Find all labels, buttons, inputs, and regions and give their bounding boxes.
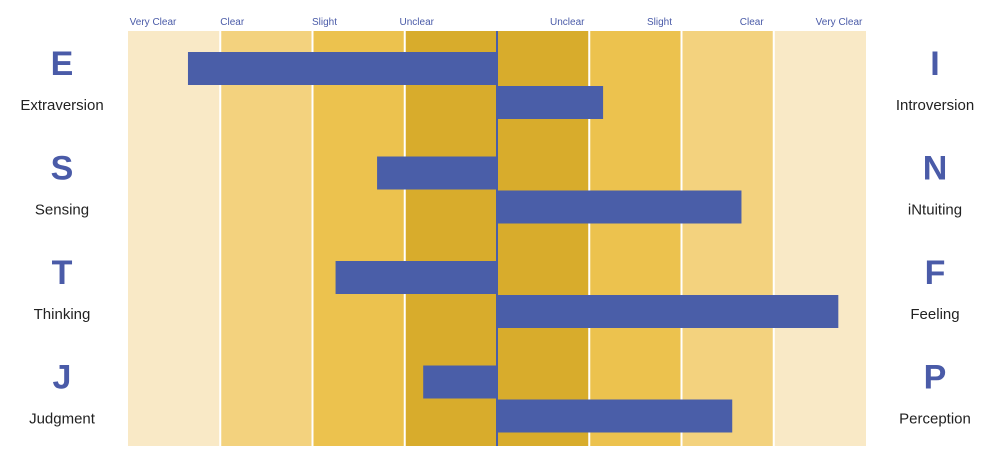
label-introversion: Introversion	[896, 97, 974, 114]
bar-judgment	[423, 365, 497, 399]
dichotomy-labels: E Extraversion I Introversion S Sensing NiNtui…	[20, 45, 974, 428]
right-tick-label: Slight	[647, 17, 672, 28]
label-sensing: Sensing	[35, 202, 89, 219]
left-tick-label: Very Clear	[130, 17, 177, 28]
right-tick-label: Unclear	[550, 17, 585, 28]
clarity-band-1	[128, 31, 221, 446]
label-perception: Perception	[899, 411, 971, 428]
bar-feeling	[497, 295, 839, 328]
label-thinking: Thinking	[34, 306, 91, 323]
clarity-tick-labels: Very Clear Clear Slight Unclear Unclear Sligh…	[130, 17, 863, 28]
clarity-band-7	[681, 31, 774, 446]
letter-f: F	[925, 254, 946, 292]
preference-bars	[187, 31, 839, 446]
clarity-band-6	[589, 31, 682, 446]
letter-n: N	[923, 150, 948, 188]
letter-t: T	[52, 254, 73, 292]
label-intuiting: iNtuiting	[908, 202, 962, 219]
bar-thinking	[335, 261, 497, 294]
letter-p: P	[924, 359, 947, 397]
clarity-band-8	[773, 31, 866, 446]
letter-e: E	[51, 45, 74, 83]
clarity-band-2	[220, 31, 313, 446]
left-tick-label: Unclear	[400, 17, 435, 28]
left-tick-label: Slight	[312, 17, 337, 28]
letter-j: J	[53, 359, 72, 397]
clarity-bands	[128, 31, 866, 446]
letter-i: I	[930, 45, 939, 83]
left-tick-label: Clear	[220, 17, 245, 28]
label-judgment: Judgment	[29, 411, 96, 428]
bar-extraversion	[187, 52, 497, 85]
clarity-band-3	[312, 31, 405, 446]
bar-introversion	[497, 86, 604, 119]
right-tick-label: Very Clear	[816, 17, 863, 28]
label-extraversion: Extraversion	[20, 97, 103, 114]
bar-intuiting	[497, 190, 742, 224]
letter-s: S	[51, 150, 74, 188]
label-feeling: Feeling	[910, 306, 959, 323]
bar-perception	[497, 399, 733, 433]
bar-sensing	[377, 156, 497, 190]
right-tick-label: Clear	[740, 17, 765, 28]
